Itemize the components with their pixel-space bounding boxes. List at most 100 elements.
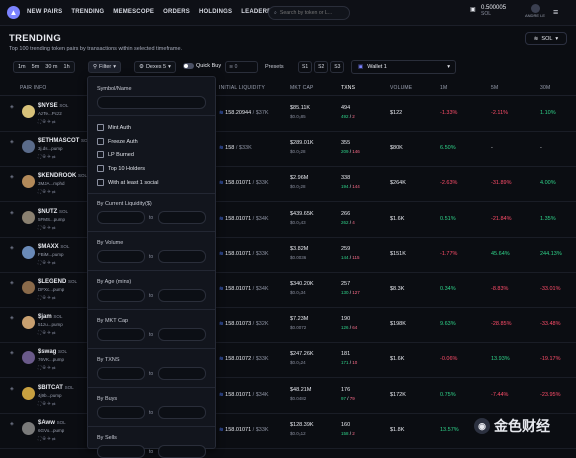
change-1m: 9.63%	[440, 321, 456, 328]
filter-symbol-input[interactable]	[97, 96, 206, 109]
token-name[interactable]: $jam SOL	[38, 314, 62, 320]
filter-max-input[interactable]	[158, 445, 206, 458]
table-row[interactable]: ◈ $jam SOL 51zu...pump ⛶ ⊕ ✈ ⇄ ≋ 158.010…	[0, 308, 576, 344]
quick-buy-input[interactable]: ≋ 0	[225, 61, 258, 73]
token-name[interactable]: $BITCAT SOL	[38, 385, 74, 391]
nav-leaderboard[interactable]: LEADERBOARD	[241, 9, 291, 15]
watermark-logo-icon: ◉	[474, 418, 490, 434]
token-address[interactable]: AzTe...Pcz2	[38, 111, 62, 116]
token-address[interactable]: 51zu...pump	[38, 322, 63, 328]
time-1m[interactable]: 1m	[18, 64, 26, 70]
col-txns[interactable]: TXNS	[341, 85, 356, 91]
nav-trending[interactable]: TRENDING	[71, 9, 105, 15]
menu-icon[interactable]: ≡	[553, 7, 559, 17]
col-pair[interactable]: PAIR INFO	[20, 85, 47, 91]
col-30m[interactable]: 30M	[540, 85, 551, 91]
preset-s3[interactable]: S3	[330, 61, 345, 73]
table-row[interactable]: ◈ $Aww SOL 6GVo...pump ⛶ ⊕ ✈ ⇄ ≋ 158.010…	[0, 414, 576, 449]
filter-max-input[interactable]	[158, 211, 206, 224]
token-address[interactable]: 4j9b...pump	[38, 392, 62, 398]
sells: 64	[352, 325, 358, 331]
token-address[interactable]: 76VK...pump	[38, 357, 65, 363]
filter-min-input[interactable]	[97, 445, 145, 458]
token-address[interactable]: FBiM...pump	[38, 251, 64, 257]
wallet-select[interactable]: ▣ Wallet 1 ▾	[351, 60, 456, 74]
token-name[interactable]: $MAXX SOL	[38, 244, 69, 250]
check-freeze-auth[interactable]: Freeze Auth	[97, 138, 138, 145]
col-mktcap[interactable]: MKT CAP	[290, 85, 314, 91]
time-5m[interactable]: 5m	[31, 64, 40, 70]
buys-sells: 97 / 79	[341, 395, 355, 401]
mkt-cap: $2.96M	[290, 175, 309, 182]
table-row[interactable]: ◈ $LEGEND SOL DFXc...pump ⛶ ⊕ ✈ ⇄ ≋ 158.…	[0, 273, 576, 308]
table-row[interactable]: ◈ $KENDROOK SOL 3MJA...mphd ⛶ ⊕ ✈ ⇄ ≋ 15…	[0, 167, 576, 203]
filter-min-input[interactable]	[97, 367, 145, 380]
filter-max-input[interactable]	[158, 367, 206, 380]
dexes-icon: ⚙	[139, 64, 144, 70]
col-1m[interactable]: 1M	[440, 85, 448, 91]
check-lp-burned[interactable]: LP Burned	[97, 151, 134, 158]
col-5m[interactable]: 5M	[491, 85, 499, 91]
change-1m: 0.75%	[440, 391, 456, 398]
check-mint-auth[interactable]: Mint Auth	[97, 124, 131, 131]
table-row[interactable]: ◈ $NUTZ SOL 5FMS...pump ⛶ ⊕ ✈ ⇄ ≋ 158.01…	[0, 203, 576, 238]
preset-s2[interactable]: S2	[314, 61, 329, 73]
token-name[interactable]: $Aww SOL	[38, 420, 66, 426]
filter-max-input[interactable]	[158, 289, 206, 302]
quick-buy-toggle[interactable]	[183, 63, 194, 69]
token-name[interactable]: $ETHMASCOT SOL	[38, 138, 90, 144]
filter-min-input[interactable]	[97, 406, 145, 419]
user-name: ANDRE LE	[525, 13, 546, 18]
token-address[interactable]: 3MJA...mphd	[38, 181, 65, 187]
mkt-cap: $3.82M	[290, 245, 309, 252]
chain-select[interactable]: ≋ SOL ▾	[525, 32, 567, 45]
filter-max-input[interactable]	[158, 328, 206, 341]
app-logo-icon[interactable]: ▲	[7, 6, 20, 19]
token-name[interactable]: $swag SOL	[38, 349, 67, 355]
dexes-button[interactable]: ⚙ Dexes 5 ▾	[134, 61, 176, 73]
token-address[interactable]: 5FMS...pump	[38, 216, 66, 222]
filter-min-input[interactable]	[97, 211, 145, 224]
filter-min-input[interactable]	[97, 328, 145, 341]
filter-max-input[interactable]	[158, 406, 206, 419]
table-row[interactable]: ◈ $MAXX SOL FBiM...pump ⛶ ⊕ ✈ ⇄ ≋ 158.01…	[0, 238, 576, 273]
table-row[interactable]: ◈ $swag SOL 76VK...pump ⛶ ⊕ ✈ ⇄ ≋ 158.01…	[0, 343, 576, 379]
token-address[interactable]: DFXc...pump	[38, 287, 65, 292]
table-row[interactable]: ◈ $NYSE SOL AzTe...Pcz2 ⛶ ⊕ ✈ ⇄ ≋ 158.20…	[0, 97, 576, 132]
token-symbol: $LEGEND	[38, 279, 67, 285]
token-address[interactable]: 6GVo...pump	[38, 427, 65, 433]
filter-max-input[interactable]	[158, 250, 206, 263]
check-social[interactable]: With at least 1 social	[97, 179, 158, 186]
sol-icon: ≋	[219, 250, 224, 257]
nav-memescope[interactable]: MEMESCOPE	[113, 9, 155, 15]
table-row[interactable]: ◈ $BITCAT SOL 4j9b...pump ⛶ ⊕ ✈ ⇄ ≋ 158.…	[0, 379, 576, 414]
search-box[interactable]: ⌕	[268, 6, 350, 20]
table-row[interactable]: ◈ $ETHMASCOT SOL 3j.ds...pump ⛶ ⊕ ✈ ⇄ ≋ …	[0, 132, 576, 168]
check-top10[interactable]: Top 10 Holders	[97, 165, 145, 172]
sells: 4	[352, 219, 355, 225]
filter-min-input[interactable]	[97, 289, 145, 302]
token-name[interactable]: $NYSE SOL	[38, 103, 68, 109]
filter-button[interactable]: ⚲ Filter ▾	[88, 61, 122, 73]
time-1h[interactable]: 1h	[63, 64, 70, 70]
token-avatar	[22, 386, 35, 400]
sells: 127	[352, 290, 360, 295]
nav-new-pairs[interactable]: NEW PAIRS	[27, 9, 63, 15]
token-name[interactable]: $KENDROOK SOL	[38, 173, 87, 179]
col-liquidity[interactable]: INITIAL LIQUIDITY	[219, 85, 266, 91]
buys: 194	[341, 184, 349, 190]
balance-unit: SOL	[481, 11, 492, 17]
col-volume[interactable]: VOLUME	[390, 85, 413, 91]
nav-orders[interactable]: ORDERS	[163, 9, 190, 15]
wallet-icon[interactable]: ▣	[470, 7, 476, 13]
filter-min-input[interactable]	[97, 250, 145, 263]
search-input[interactable]	[279, 10, 344, 16]
token-address[interactable]: 3j.ds...pump	[38, 146, 63, 152]
nav-holdings[interactable]: HOLDINGS	[198, 9, 233, 15]
token-chain: SOL	[59, 103, 69, 108]
user-menu[interactable]: ANDRE LE	[525, 4, 546, 18]
preset-s1[interactable]: S1	[298, 61, 313, 73]
token-name[interactable]: $NUTZ SOL	[38, 209, 68, 215]
time-30m[interactable]: 30 m	[45, 64, 58, 70]
token-name[interactable]: $LEGEND SOL	[38, 279, 77, 285]
